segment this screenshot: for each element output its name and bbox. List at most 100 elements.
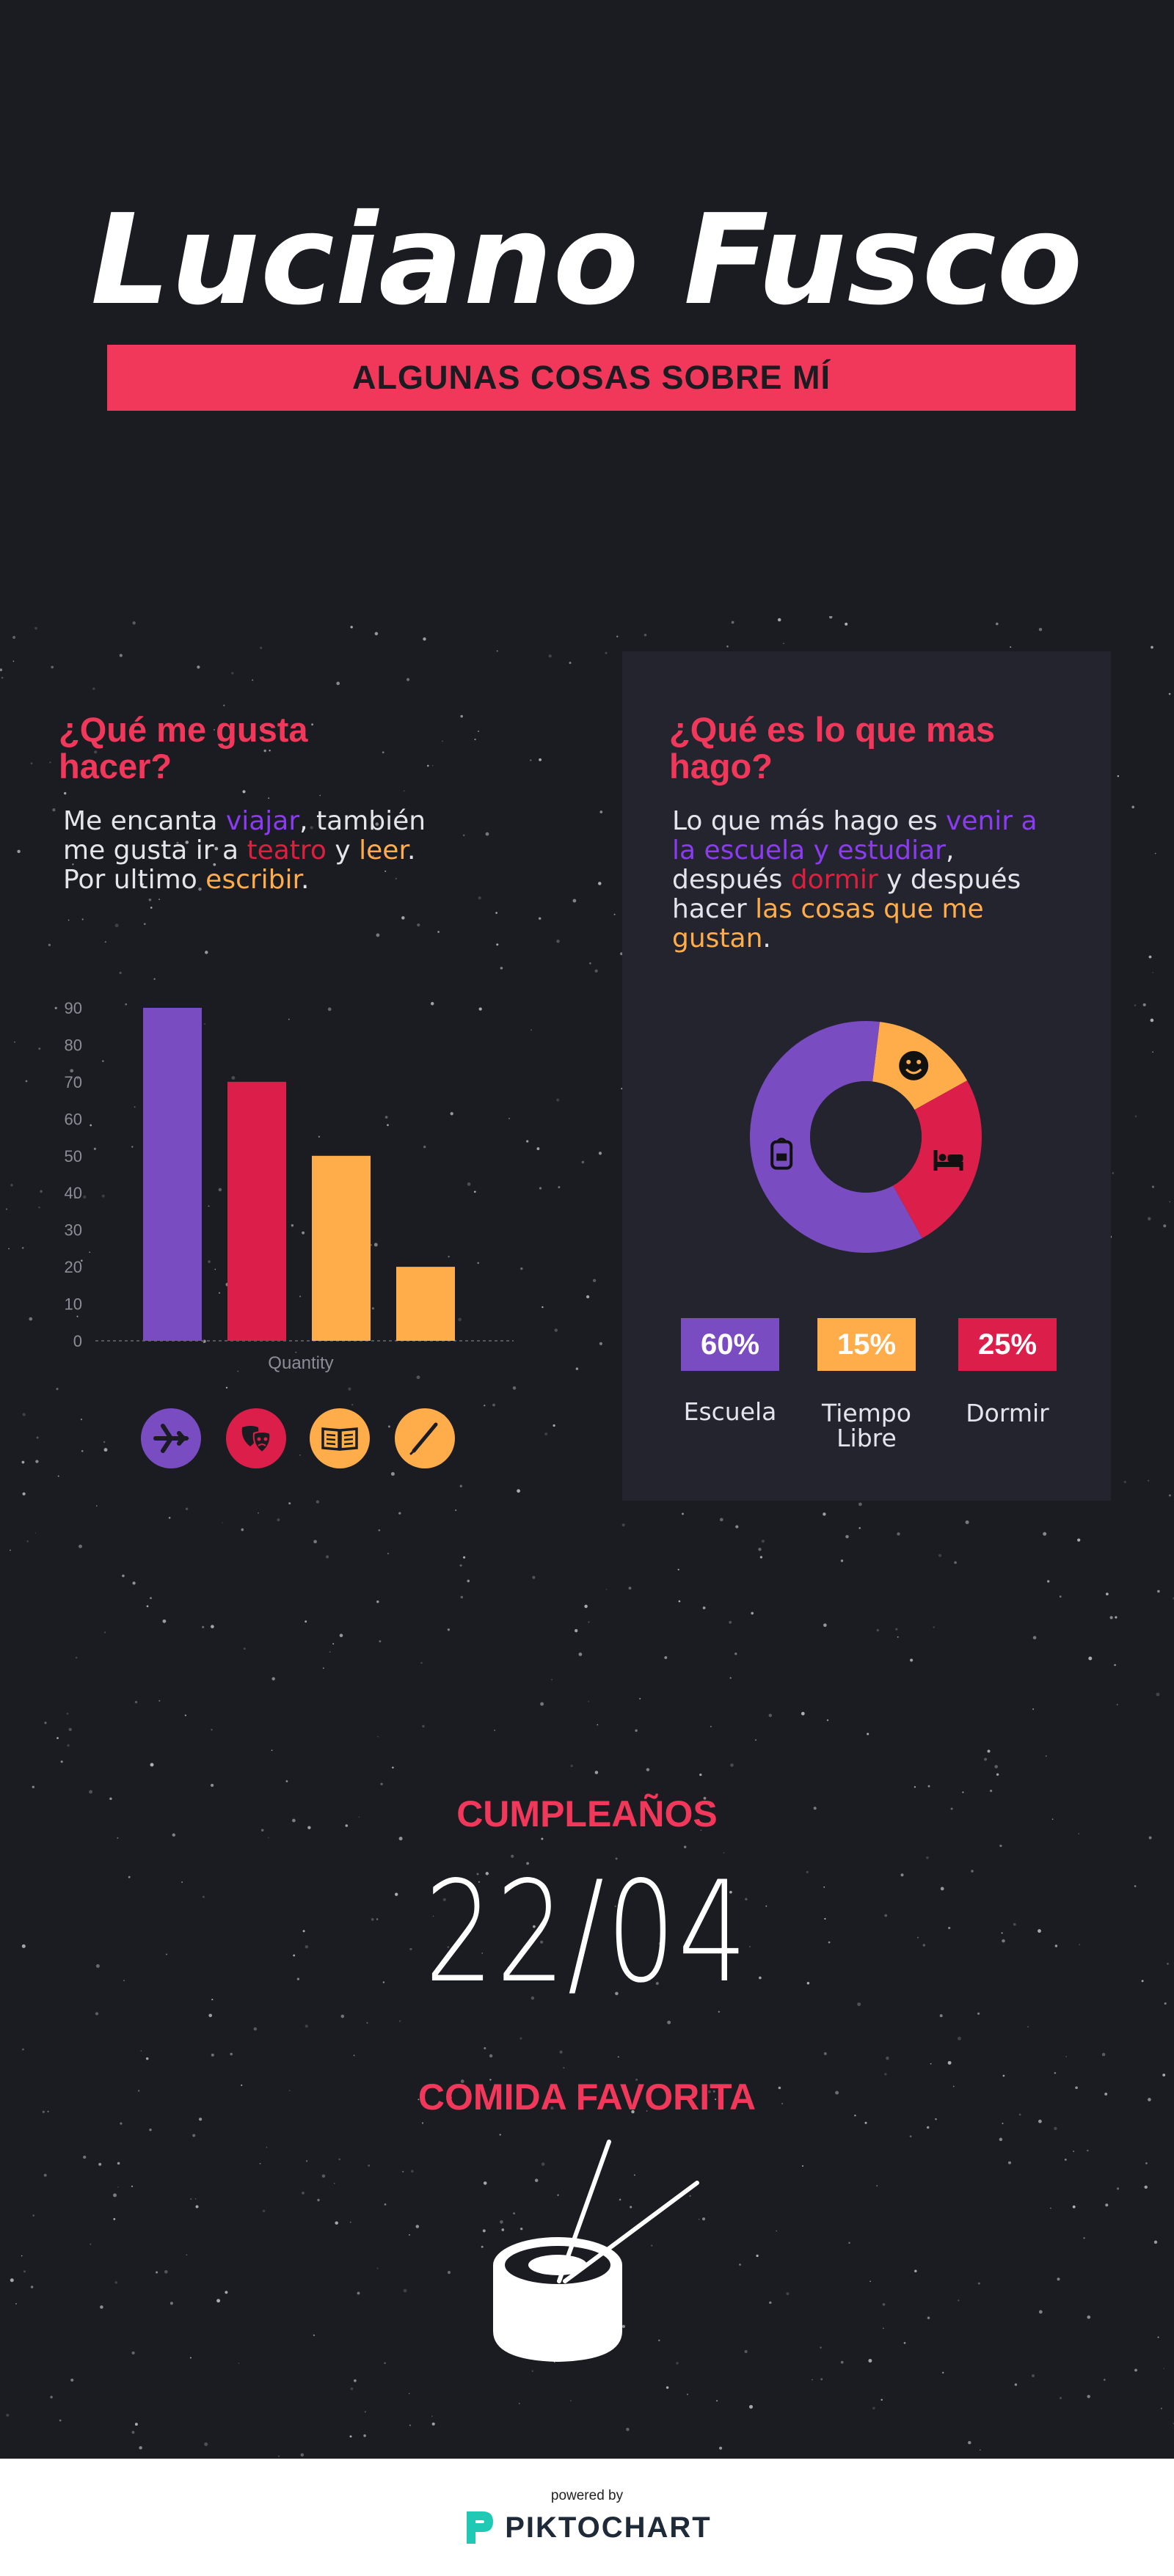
pen-icon [395,1408,455,1468]
star-speckle [198,2118,203,2121]
star-speckle [450,2096,452,2099]
star-speckle [619,2198,621,2201]
star-speckle [149,2129,152,2132]
star-speckle [368,2165,371,2167]
star-speckle [1148,1836,1152,1840]
star-speckle [210,1783,214,1788]
star-speckle [935,2118,937,2121]
star-speckle [1002,2123,1004,2124]
star-speckle [729,1677,732,1679]
star-speckle [1064,2158,1067,2161]
sushi-chopsticks-icon [493,2140,699,2362]
star-speckle [260,1829,264,1832]
star-speckle [319,794,321,797]
star-speckle [23,2270,26,2273]
bar-viajar [143,1008,202,1341]
star-speckle [761,1539,765,1543]
star-speckle [880,2398,883,2401]
star-speckle [635,1729,638,1732]
star-speckle [1168,1494,1171,1497]
right-heading-line1: ¿Qué es lo que mas [669,710,996,749]
star-speckle [25,1080,28,1083]
legend-label-line: Escuela [683,1397,777,1426]
star-speckle [75,1656,78,1659]
star-speckle [395,877,398,880]
star-speckle [387,1425,390,1428]
star-speckle [570,1764,573,1768]
star-speckle [392,1766,394,1769]
star-speckle [252,679,254,681]
star-speckle [646,2110,648,2112]
y-tick-label: 20 [65,1258,82,1276]
star-speckle [277,2455,280,2457]
star-speckle [512,1386,517,1390]
star-speckle [350,2221,351,2223]
bar-teatro [227,1081,286,1341]
star-speckle [377,1735,379,1738]
star-speckle [520,1267,523,1270]
star-speckle [447,1946,450,1948]
star-speckle [21,1460,25,1464]
text: . [301,865,310,895]
star-speckle [867,1732,869,1735]
star-speckle [926,1856,929,1859]
activities-bar-chart: 0 10 20 30 40 50 60 70 80 90 Quantity [65,999,514,1373]
star-speckle [769,2301,772,2304]
star-speckle [1088,1656,1093,1661]
star-speckle [81,918,84,921]
airplane-icon [141,1408,201,1468]
star-speckle [823,1512,826,1516]
star-speckle [1157,1589,1160,1593]
star-speckle [922,1944,926,1947]
star-speckle [420,1661,423,1664]
star-speckle [776,2230,777,2232]
star-speckle [940,1887,944,1891]
star-speckle [1075,2086,1078,2090]
subtitle-banner: ALGUNAS COSAS SOBRE MÍ [107,345,1076,411]
star-speckle [615,1991,619,1996]
star-speckle [848,2242,850,2244]
star-speckle [374,632,379,636]
star-speckle [138,2090,140,2092]
star-speckle [578,1653,583,1656]
star-speckle [218,1292,221,1294]
star-speckle [26,1540,29,1543]
star-speckle [144,923,146,925]
star-speckle [48,943,51,946]
star-speckle [1018,2113,1021,2116]
star-speckle [676,2362,679,2365]
star-speckle [117,2162,120,2165]
star-speckle [340,2014,345,2019]
star-speckle [259,2162,261,2165]
star-speckle [211,2053,214,2057]
star-speckle [726,645,729,648]
star-speckle [164,2270,168,2274]
star-speckle [375,822,379,826]
star-speckle [511,1854,514,1858]
y-tick-label: 60 [65,1110,82,1128]
star-speckle [478,1007,482,1011]
star-speckle [1148,2098,1151,2101]
star-speckle [382,1981,385,1983]
star-speckle [1038,2310,1043,2314]
star-speckle [128,1876,131,1878]
piktochart-link[interactable]: PIKTOCHART [455,2507,719,2548]
star-speckle [1054,2126,1057,2131]
star-speckle [83,2155,87,2159]
donut-hole [810,1081,922,1193]
star-speckle [868,2359,872,2363]
star-speckle [1164,2002,1167,2005]
star-speckle [823,2052,827,2055]
star-speckle [382,751,384,754]
star-speckle [588,1621,590,1623]
star-speckle [156,2271,158,2274]
text: hacer [672,894,756,924]
star-speckle [103,1448,108,1452]
star-speckle [448,1256,450,1258]
star-speckle [532,1576,536,1579]
star-speckle [76,1315,79,1317]
star-speckle [72,863,74,866]
smiley-icon [899,1050,929,1080]
star-speckle [376,2267,379,2269]
star-speckle [999,1844,1002,1848]
